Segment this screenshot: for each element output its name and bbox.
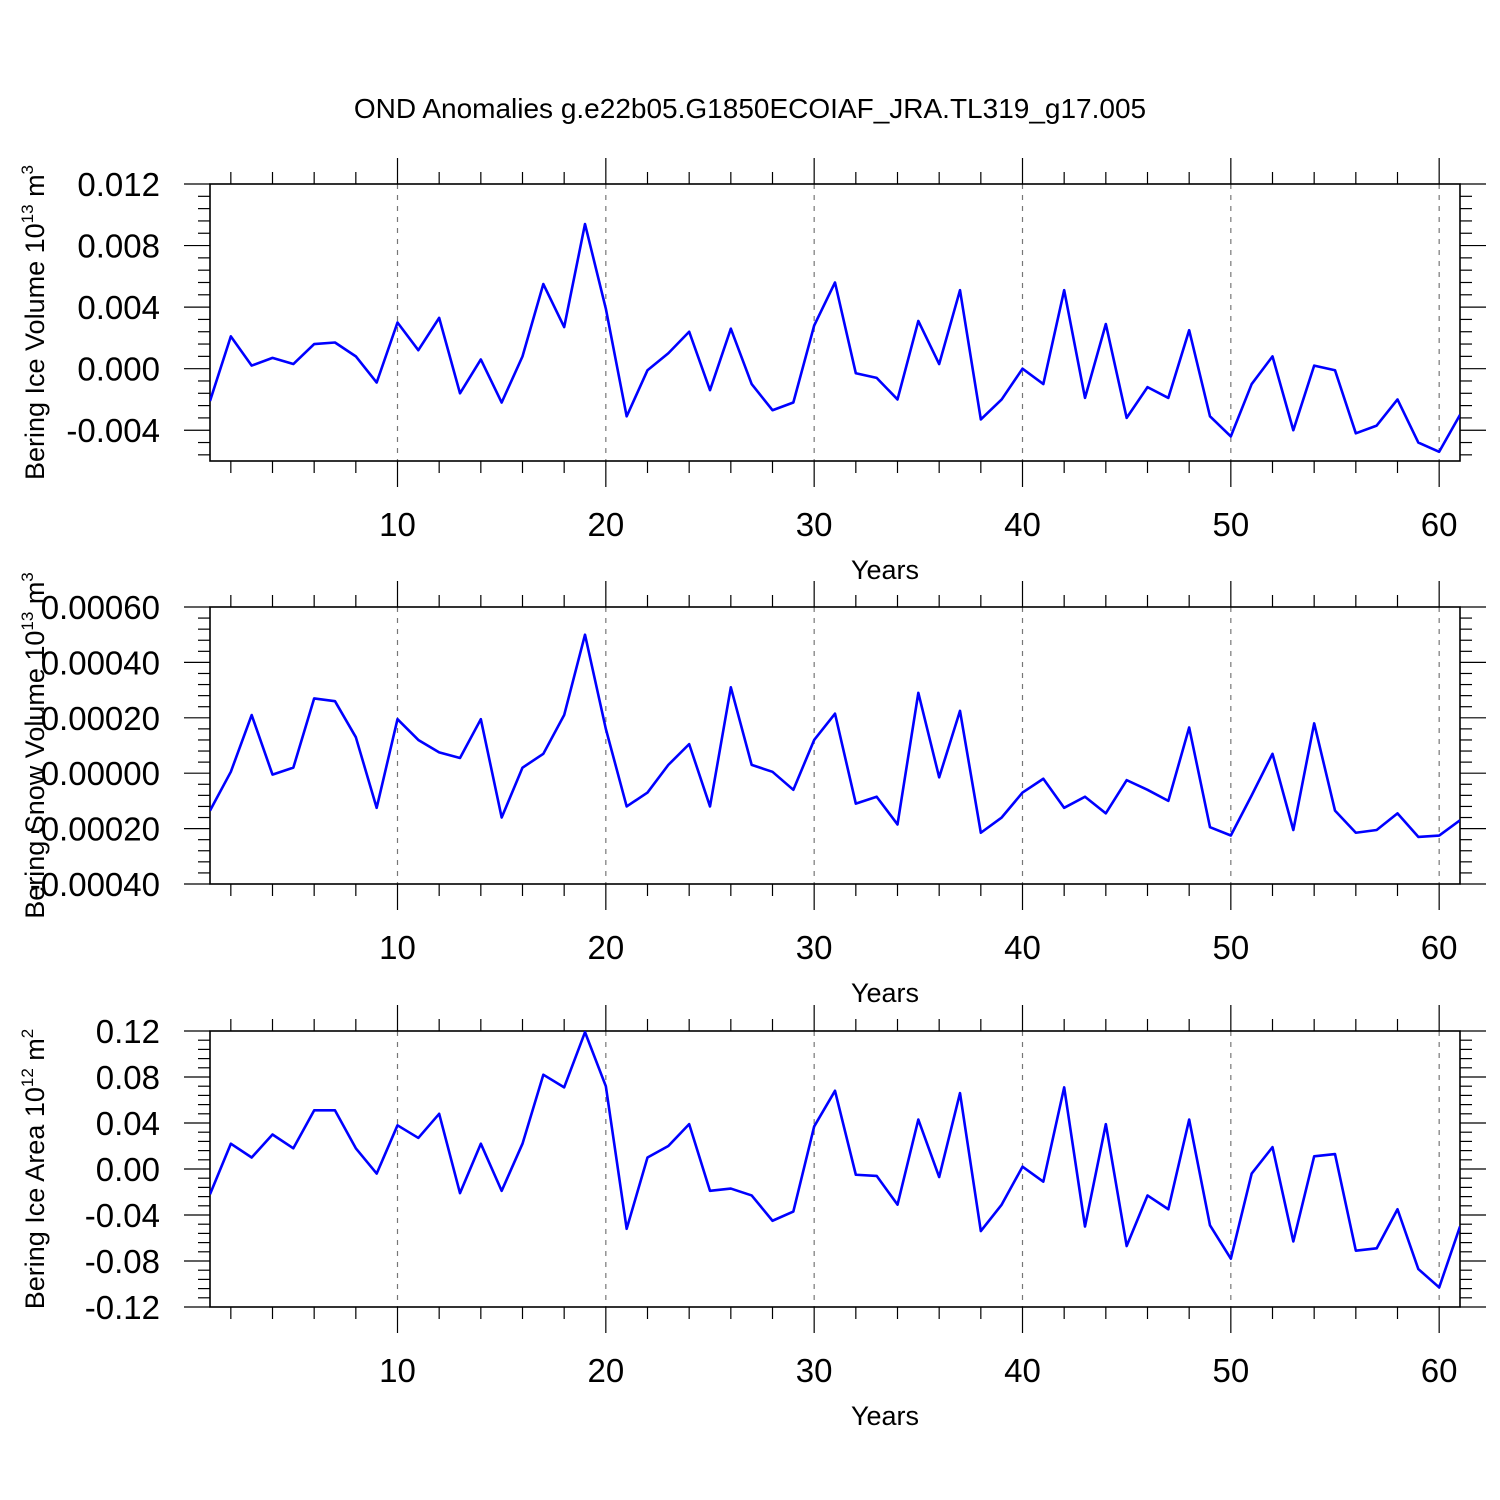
y-tick-label-snow-volume: 0.00060 (41, 589, 160, 626)
y-tick-label-snow-volume: 0.00040 (41, 644, 160, 681)
y-axis-title-ice-volume: Bering Ice Volume 1013 m3 (18, 165, 50, 480)
x-tick-label-ice-volume: 40 (1004, 506, 1041, 543)
series-line-ice-volume (210, 222, 1460, 454)
x-tick-label-ice-area: 40 (1004, 1352, 1041, 1389)
y-axis-title-main: Bering Ice Area 10 (20, 1087, 50, 1309)
plot-frame-ice-volume (209, 183, 1461, 462)
ice-volume-panel: 10 20 30 40 50 60 Years -0.004 0.000 0.004 0.008 0.… (18, 158, 1486, 585)
chart-title: OND Anomalies g.e22b05.G1850ECOIAF_JRA.T… (354, 93, 1146, 124)
x-tick-label-ice-area: 50 (1212, 1352, 1249, 1389)
y-axis-title-unit: m (20, 1038, 50, 1068)
x-axis-title-ice-area: Years (851, 1401, 919, 1431)
x-tick-label-snow-volume: 30 (796, 929, 833, 966)
y-axis-title-exp: 13 (18, 204, 37, 223)
y-axis-title-exp: 13 (18, 612, 37, 631)
y-axis-title-unit: m (20, 582, 50, 612)
y-tick-label-snow-volume: 0.00020 (41, 700, 160, 737)
y-tick-label-ice-area: -0.12 (85, 1289, 160, 1326)
y-axis-title-unit-exp: 3 (18, 572, 37, 581)
y-tick-label-snow-volume: -0.00020 (30, 811, 160, 848)
y-axis-title-main: Bering Ice Volume 10 (20, 223, 50, 480)
plot-frame-snow-volume (209, 606, 1461, 885)
y-axis-title-ice-area: Bering Ice Area 1012 m2 (18, 1029, 50, 1310)
y-tick-label-ice-volume: -0.004 (66, 412, 160, 449)
y-tick-label-snow-volume: 0.00000 (41, 755, 160, 792)
y-tick-label-ice-volume: 0.000 (77, 351, 160, 388)
x-tick-label-ice-volume: 60 (1421, 506, 1458, 543)
x-axis-title-snow-volume: Years (851, 978, 919, 1008)
series-line-snow-volume (210, 633, 1460, 839)
y-tick-label-ice-area: 0.00 (96, 1151, 160, 1188)
y-tick-label-ice-volume: 0.012 (77, 166, 160, 203)
y-axis-title-unit-exp: 3 (18, 165, 37, 174)
y-tick-label-snow-volume: -0.00040 (30, 866, 160, 903)
x-tick-label-snow-volume: 20 (587, 929, 624, 966)
y-axis-title-main: Bering Snow Volume 10 (20, 631, 50, 919)
y-axis-title-unit: m (20, 174, 50, 204)
y-axis-title-exp: 12 (18, 1068, 37, 1087)
y-tick-label-ice-area: -0.08 (85, 1243, 160, 1280)
x-tick-label-snow-volume: 50 (1212, 929, 1249, 966)
x-tick-label-snow-volume: 60 (1421, 929, 1458, 966)
x-tick-label-ice-area: 20 (587, 1352, 624, 1389)
y-tick-label-ice-area: 0.12 (96, 1013, 160, 1050)
x-axis-title-ice-volume: Years (851, 555, 919, 585)
y-tick-label-ice-volume: 0.008 (77, 228, 160, 265)
y-tick-label-ice-area: 0.04 (96, 1105, 160, 1142)
x-tick-label-ice-area: 60 (1421, 1352, 1458, 1389)
x-tick-label-ice-volume: 50 (1212, 506, 1249, 543)
x-tick-label-ice-volume: 10 (379, 506, 416, 543)
ice-area-panel: 10 20 30 40 50 60 Years -0.12 -0.08 -0.04 0.00 0.04… (18, 1005, 1486, 1431)
y-axis-title-snow-volume: Bering Snow Volume 1013 m3 (18, 572, 50, 919)
x-tick-label-ice-volume: 20 (587, 506, 624, 543)
x-tick-label-snow-volume: 10 (379, 929, 416, 966)
x-tick-label-ice-area: 30 (796, 1352, 833, 1389)
series-line-ice-area (210, 1031, 1460, 1289)
y-tick-label-ice-volume: 0.004 (77, 289, 160, 326)
y-tick-label-ice-area: 0.08 (96, 1059, 160, 1096)
y-axis-title-unit-exp: 2 (18, 1029, 37, 1038)
x-tick-label-ice-volume: 30 (796, 506, 833, 543)
y-tick-label-ice-area: -0.04 (85, 1197, 160, 1234)
x-tick-label-snow-volume: 40 (1004, 929, 1041, 966)
snow-volume-panel: 10 20 30 40 50 60 Years -0.00040 -0.00020 0.00000… (18, 572, 1486, 1008)
x-tick-label-ice-area: 10 (379, 1352, 416, 1389)
